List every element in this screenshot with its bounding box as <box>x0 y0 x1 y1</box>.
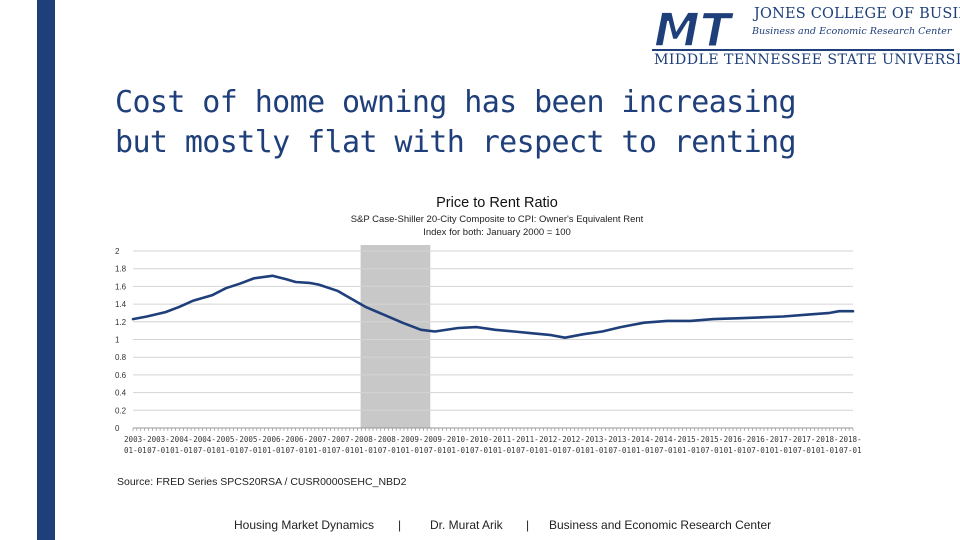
x-tick-label-date: 01-01 <box>170 446 193 455</box>
footer-separator: | <box>398 518 402 532</box>
x-tick-label-date: 07-01 <box>332 446 355 455</box>
x-tick-label-year: 2009- <box>424 435 447 444</box>
x-tick-label-date: 01-01 <box>816 446 839 455</box>
x-tick-label-year: 2011- <box>493 435 516 444</box>
x-tick-label-year: 2015- <box>678 435 701 444</box>
y-tick-label: 0.2 <box>115 406 127 415</box>
university-name: MIDDLE TENNESSEE STATE UNIVERSITY <box>654 52 960 68</box>
x-tick-label-year: 2007- <box>309 435 332 444</box>
y-tick-label: 0.6 <box>115 371 127 380</box>
x-tick-label-year: 2003- <box>147 435 170 444</box>
x-tick-label-year: 2003- <box>124 435 147 444</box>
x-tick-label-year: 2009- <box>401 435 424 444</box>
logo-divider <box>652 49 954 51</box>
price-to-rent-line <box>131 274 855 339</box>
x-tick-label-year: 2007- <box>332 435 355 444</box>
college-name: JONES COLLEGE OF BUSINESS <box>754 6 960 22</box>
x-tick-label-date: 07-01 <box>470 446 493 455</box>
y-tick-label: 1 <box>115 336 120 345</box>
x-tick-label-date: 07-01 <box>239 446 262 455</box>
x-tick-label-date: 01-01 <box>262 446 285 455</box>
footer-author: Dr. Murat Arik <box>430 518 503 532</box>
x-tick-label-year: 2014- <box>631 435 654 444</box>
footer-organization: Business and Economic Research Center <box>549 518 772 532</box>
chart-subtitle-line-2: Index for both: January 2000 = 100 <box>423 227 571 238</box>
x-tick-label-date: 07-01 <box>193 446 216 455</box>
x-tick-label-date: 01-01 <box>493 446 516 455</box>
x-tick-label-date: 07-01 <box>147 446 170 455</box>
x-tick-label-date: 07-01 <box>516 446 539 455</box>
y-tick-label: 0 <box>115 424 120 433</box>
x-tick-label-year: 2006- <box>285 435 308 444</box>
y-tick-label: 1.4 <box>115 300 127 309</box>
footer-presentation-title: Housing Market Dynamics <box>234 518 375 532</box>
chart-title: Price to Rent Ratio <box>436 195 558 211</box>
x-tick-label-date: 07-01 <box>839 446 862 455</box>
y-tick-label: 1.6 <box>115 282 127 291</box>
x-tick-label-date: 07-01 <box>747 446 770 455</box>
x-tick-label-date: 01-01 <box>678 446 701 455</box>
x-tick-label-date: 01-01 <box>355 446 378 455</box>
x-tick-label-year: 2013- <box>585 435 608 444</box>
x-tick-label-date: 07-01 <box>424 446 447 455</box>
x-tick-label-date: 01-01 <box>539 446 562 455</box>
x-tick-label-date: 01-01 <box>309 446 332 455</box>
x-tick-label-year: 2005- <box>239 435 262 444</box>
x-tick-label-year: 2004- <box>170 435 193 444</box>
university-logo: MT JONES COLLEGE OF BUSINESS Business an… <box>652 4 960 70</box>
x-tick-label-year: 2010- <box>470 435 493 444</box>
x-tick-label-year: 2012- <box>539 435 562 444</box>
x-tick-label-date: 07-01 <box>285 446 308 455</box>
x-tick-label-date: 01-01 <box>401 446 424 455</box>
x-tick-label-date: 01-01 <box>724 446 747 455</box>
footer-separator: | <box>526 518 530 532</box>
x-tick-label-year: 2016- <box>724 435 747 444</box>
x-tick-label-year: 2017- <box>793 435 816 444</box>
x-tick-label-date: 01-01 <box>631 446 654 455</box>
x-tick-label-date: 07-01 <box>793 446 816 455</box>
x-tick-label-date: 01-01 <box>216 446 239 455</box>
slide-accent-bar <box>37 0 55 540</box>
x-tick-label-date: 01-01 <box>447 446 470 455</box>
x-tick-label-year: 2014- <box>654 435 677 444</box>
recession-shading <box>360 245 431 428</box>
x-tick-label-year: 2015- <box>701 435 724 444</box>
x-tick-label-date: 01-01 <box>770 446 793 455</box>
x-tick-label-date: 07-01 <box>654 446 677 455</box>
x-tick-label-year: 2018- <box>816 435 839 444</box>
y-tick-label: 0.8 <box>115 353 127 362</box>
slide-footer: Housing Market Dynamics | Dr. Murat Arik… <box>0 518 960 534</box>
page-title: Cost of home owning has been increasing … <box>115 85 797 160</box>
y-tick-label: 2 <box>115 247 120 256</box>
x-tick-label-date: 07-01 <box>608 446 631 455</box>
x-tick-label-year: 2010- <box>447 435 470 444</box>
x-tick-label-date: 01-01 <box>124 446 147 455</box>
x-tick-label-year: 2013- <box>608 435 631 444</box>
x-tick-label-date: 07-01 <box>701 446 724 455</box>
x-tick-label-year: 2011- <box>516 435 539 444</box>
x-tick-label-year: 2008- <box>378 435 401 444</box>
x-tick-label-year: 2006- <box>262 435 285 444</box>
x-tick-label-year: 2005- <box>216 435 239 444</box>
center-name: Business and Economic Research Center <box>752 26 952 37</box>
x-tick-label-year: 2018- <box>839 435 862 444</box>
logo-mark-text: MT <box>654 4 735 52</box>
y-tick-label: 0.4 <box>115 389 127 398</box>
y-tick-label: 1.2 <box>115 318 127 327</box>
source-note: Source: FRED Series SPCS20RSA / CUSR0000… <box>117 476 407 488</box>
x-tick-label-year: 2016- <box>747 435 770 444</box>
chart-subtitle-line-1: S&P Case-Shiller 20-City Composite to CP… <box>351 214 644 225</box>
x-tick-label-year: 2008- <box>355 435 378 444</box>
x-tick-label-year: 2017- <box>770 435 793 444</box>
x-tick-label-year: 2004- <box>193 435 216 444</box>
x-tick-label-date: 07-01 <box>562 446 585 455</box>
x-tick-label-date: 07-01 <box>378 446 401 455</box>
mtsu-logo-mark: MT <box>653 4 735 52</box>
y-tick-label: 1.8 <box>115 265 127 274</box>
x-tick-label-year: 2012- <box>562 435 585 444</box>
x-tick-label-date: 01-01 <box>585 446 608 455</box>
